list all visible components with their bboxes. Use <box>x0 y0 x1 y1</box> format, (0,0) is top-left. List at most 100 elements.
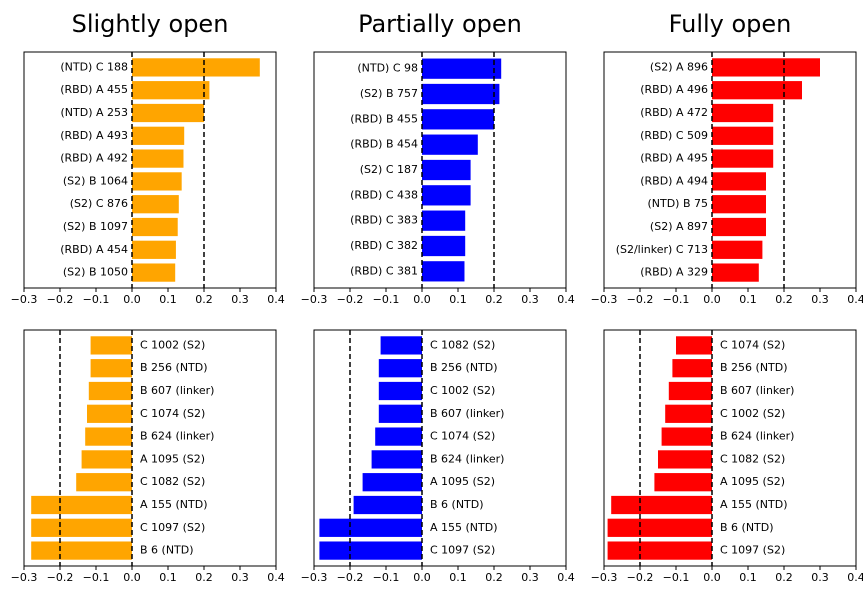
category-label: (NTD) A 253 <box>60 106 128 119</box>
x-tick-label: −0.2 <box>627 571 654 584</box>
x-tick-label: −0.2 <box>627 293 654 306</box>
category-label: (RBD) A 492 <box>60 152 128 165</box>
category-label: (RBD) A 329 <box>640 266 708 279</box>
x-tick-label: −0.1 <box>83 571 110 584</box>
bar <box>90 336 132 355</box>
category-label: C 1082 (S2) <box>430 338 495 351</box>
bar <box>665 404 712 423</box>
x-tick-label: 0.2 <box>775 571 793 584</box>
bar <box>712 195 766 214</box>
x-tick-label: −0.2 <box>47 293 74 306</box>
category-label: (RBD) A 496 <box>640 83 708 96</box>
category-label: (NTD) B 75 <box>647 197 708 210</box>
bar <box>31 518 133 537</box>
bar <box>132 240 176 259</box>
x-tick-label: −0.2 <box>337 571 364 584</box>
category-label: B 624 (linker) <box>140 430 214 443</box>
category-label: C 1002 (S2) <box>140 338 205 351</box>
x-tick-label: −0.1 <box>663 293 690 306</box>
x-tick-label: 0.2 <box>485 293 503 306</box>
bar <box>712 240 763 259</box>
bar <box>31 541 133 560</box>
bar <box>422 159 471 181</box>
bar <box>378 404 422 423</box>
bar <box>658 450 712 469</box>
category-label: (RBD) A 494 <box>640 174 708 187</box>
bar <box>712 263 759 282</box>
bar <box>422 185 471 206</box>
x-tick-label: 0.4 <box>267 571 285 584</box>
axes-frame <box>313 329 567 567</box>
x-tick-label: 0.0 <box>123 571 141 584</box>
x-tick-label: 0.4 <box>267 293 285 306</box>
category-label: (S2/linker) C 713 <box>616 243 708 256</box>
bar <box>607 518 712 537</box>
category-label: (RBD) A 455 <box>60 83 128 96</box>
category-label: (RBD) A 472 <box>640 106 708 119</box>
x-tick-label: −0.3 <box>301 293 328 306</box>
bar <box>378 359 422 378</box>
x-tick-label: −0.1 <box>83 293 110 306</box>
category-label: (S2) B 1064 <box>63 174 128 187</box>
x-tick-label: 0.1 <box>159 293 177 306</box>
panel-title: Slightly open <box>72 10 229 38</box>
category-label: C 1097 (S2) <box>720 544 785 557</box>
bar <box>712 172 766 191</box>
category-label: (RBD) C 382 <box>350 239 418 252</box>
x-tick-label: 0.4 <box>557 571 575 584</box>
category-label: A 155 (NTD) <box>140 498 208 511</box>
bar <box>712 149 774 168</box>
category-label: (S2) B 1097 <box>63 220 128 233</box>
category-label: (NTD) C 98 <box>357 62 418 75</box>
x-tick-label: 0.1 <box>739 293 757 306</box>
category-label: (S2) A 897 <box>650 220 708 233</box>
bar <box>712 103 774 123</box>
panel-title: Partially open <box>358 10 522 38</box>
bar <box>319 518 422 537</box>
category-label: (NTD) C 188 <box>60 60 128 73</box>
x-tick-label: −0.1 <box>373 571 400 584</box>
x-tick-label: 0.1 <box>159 571 177 584</box>
bar <box>90 359 132 378</box>
bar <box>712 81 802 100</box>
bar <box>422 235 466 257</box>
category-label: A 1095 (S2) <box>430 475 495 488</box>
category-label: A 1095 (S2) <box>140 452 205 465</box>
x-tick-label: 0.0 <box>413 571 431 584</box>
category-label: B 6 (NTD) <box>430 498 484 511</box>
bar <box>132 195 179 214</box>
bar <box>132 103 204 123</box>
category-label: (RBD) A 454 <box>60 243 128 256</box>
axes-frame <box>23 51 277 289</box>
bar <box>672 359 712 378</box>
bar <box>422 83 500 105</box>
axes-frame <box>603 329 857 567</box>
bar <box>353 495 422 515</box>
bar <box>81 450 132 469</box>
category-label: (RBD) C 381 <box>350 264 418 277</box>
category-label: C 1097 (S2) <box>430 544 495 557</box>
category-label: C 1074 (S2) <box>430 430 495 443</box>
bar <box>132 58 260 77</box>
bar <box>378 381 422 401</box>
category-label: A 1095 (S2) <box>720 475 785 488</box>
axes-frame <box>603 51 857 289</box>
bar <box>607 541 712 560</box>
category-label: (RBD) B 455 <box>350 112 418 125</box>
bar <box>375 427 422 446</box>
x-tick-label: 0.3 <box>521 293 539 306</box>
bar <box>76 473 132 492</box>
category-label: (S2) C 187 <box>360 163 418 176</box>
bar <box>132 217 178 237</box>
axes-frame <box>313 51 567 289</box>
x-tick-label: −0.2 <box>337 293 364 306</box>
panel-title: Fully open <box>669 10 792 38</box>
bar <box>31 495 133 515</box>
x-tick-label: 0.0 <box>123 293 141 306</box>
bar <box>611 495 712 515</box>
bar <box>422 58 502 79</box>
axes-frame <box>23 329 277 567</box>
x-tick-label: −0.3 <box>11 293 38 306</box>
category-label: C 1002 (S2) <box>430 384 495 397</box>
